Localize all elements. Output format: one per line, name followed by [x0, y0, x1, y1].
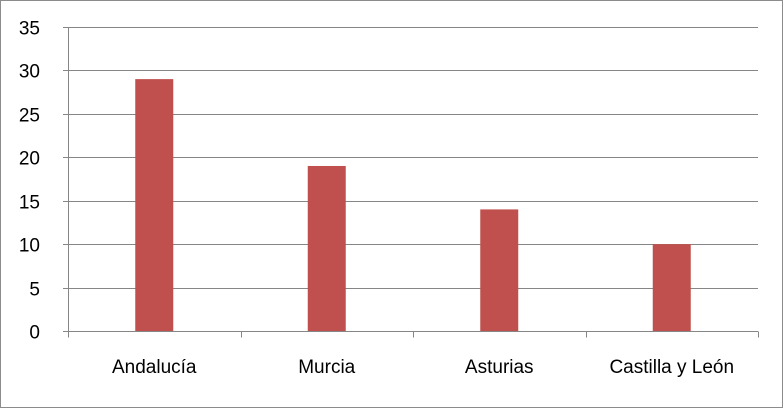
y-tick-labels: 0 5 10 15 20 25 30 35: [19, 19, 40, 344]
x-tick-label: Murcia: [298, 357, 355, 378]
x-tick-labels: Andalucía Murcia Asturias Castilla y León: [112, 357, 734, 378]
y-tick-label: 20: [19, 149, 40, 170]
x-tick-label: Castilla y León: [609, 357, 734, 378]
y-tick-label: 30: [19, 62, 40, 83]
bar-3: [652, 244, 691, 331]
y-tick-label: 10: [19, 236, 40, 257]
y-tick-label: 5: [29, 280, 40, 301]
y-tick-label: 0: [29, 323, 40, 344]
bar-1: [307, 165, 346, 331]
bar-2: [480, 209, 519, 331]
x-tick-label: Andalucía: [112, 357, 197, 378]
y-tick-label: 35: [19, 19, 40, 40]
y-tick-label: 25: [19, 106, 40, 127]
x-tick-label: Asturias: [465, 357, 534, 378]
gridlines: [68, 27, 758, 289]
axes: [63, 27, 759, 338]
bars: [135, 79, 691, 331]
y-tick-label: 15: [19, 193, 40, 214]
bar-0: [135, 79, 174, 331]
